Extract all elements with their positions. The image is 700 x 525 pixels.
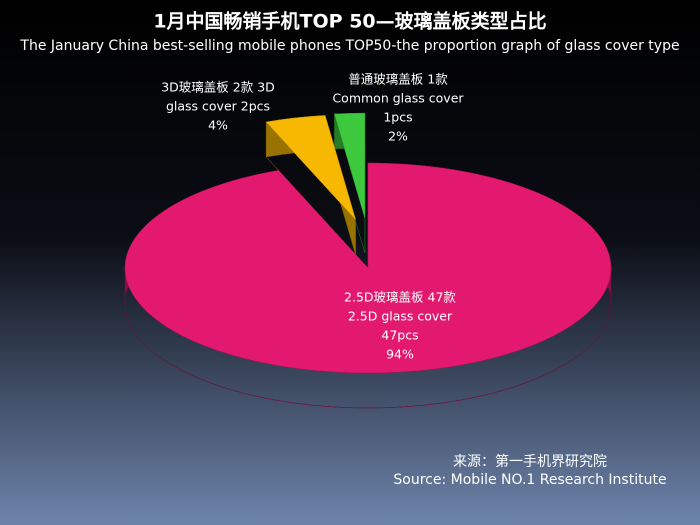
slice-label: glass cover 2pcs [166, 99, 270, 114]
slice-label: Common glass cover [332, 91, 464, 106]
slice-label: 1pcs [383, 110, 412, 125]
slice [334, 112, 366, 219]
chart-title: 1月中国畅销手机TOP 50—玻璃盖板类型占比 [153, 10, 546, 33]
slice-label: 2.5D glass cover [348, 309, 453, 324]
data-label: 2% [388, 129, 408, 144]
data-label: 4% [208, 118, 228, 133]
slice [124, 162, 612, 374]
pie-tops [124, 112, 612, 374]
slice-label: 普通玻璃盖板 1款 [348, 72, 448, 87]
slice [265, 115, 356, 220]
source-cn: 来源：第一手机界研究院 [453, 453, 607, 470]
slice-label: 2.5D玻璃盖板 47款 [344, 290, 456, 305]
source-en: Source: Mobile NO.1 Research Institute [393, 472, 666, 488]
pie-labels: 2.5D玻璃盖板 47款 2.5D glass cover 47pcs 94% 3D玻璃… [161, 72, 464, 362]
slice-label: 3D玻璃盖板 2款 3D [161, 80, 275, 95]
slice-label: 47pcs [381, 328, 418, 343]
data-label: 94% [386, 347, 414, 362]
chart-subtitle: The January China best-selling mobile ph… [19, 38, 679, 54]
